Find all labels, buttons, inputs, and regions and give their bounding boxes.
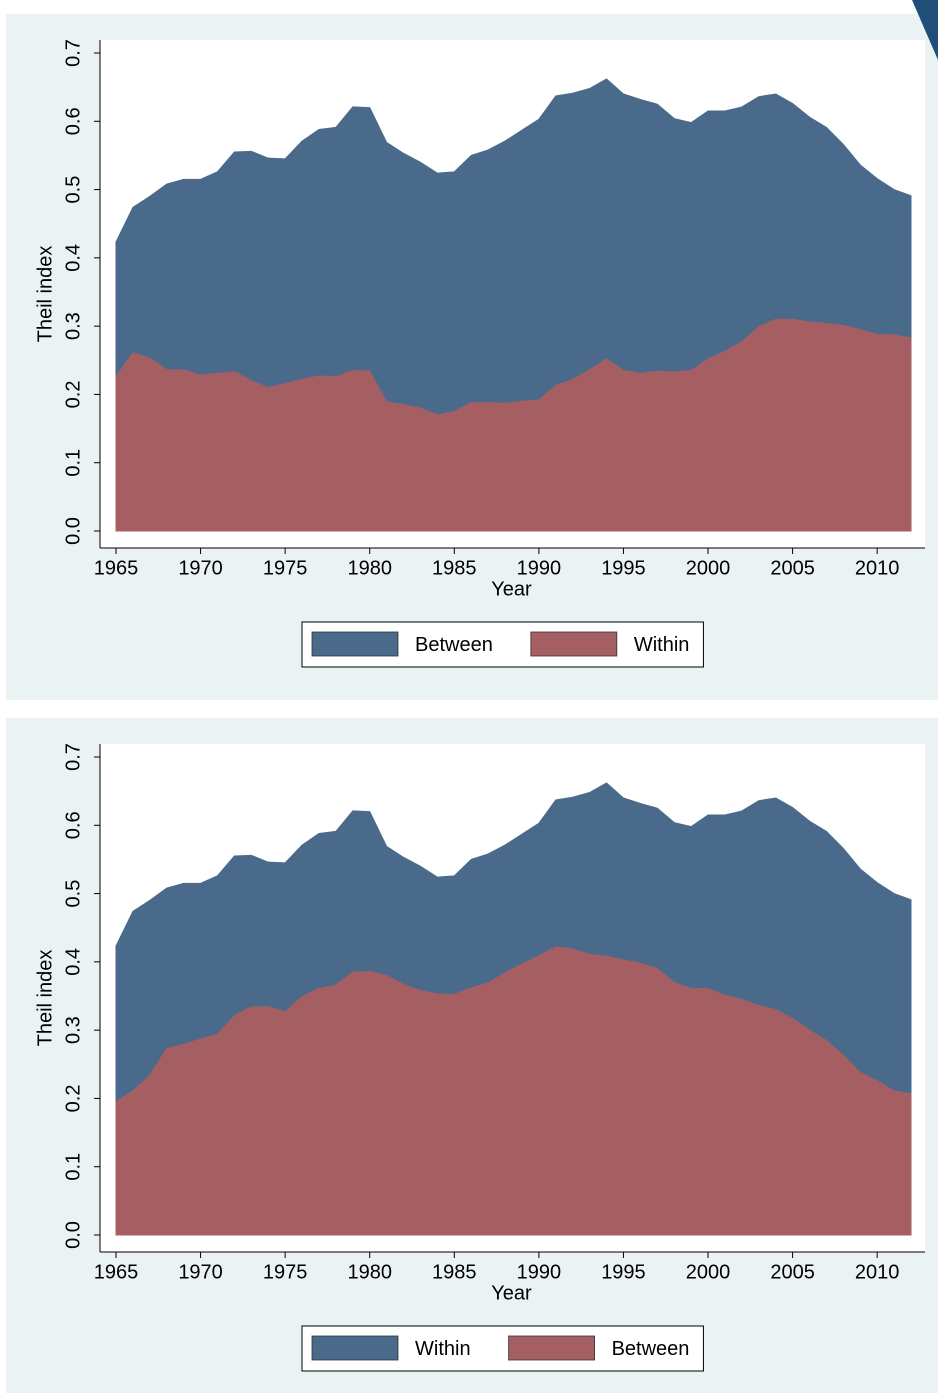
y-tick-label: 0.3 <box>62 312 84 340</box>
y-tick-label: 0.7 <box>62 743 84 771</box>
x-tick-label: 2000 <box>686 1261 731 1283</box>
y-tick-label: 0.4 <box>62 244 84 272</box>
y-tick-label: 0.0 <box>62 517 84 545</box>
x-tick-label: 2005 <box>770 557 815 579</box>
x-tick-label: 1990 <box>517 1261 562 1283</box>
y-axis-title: Theil index <box>34 246 56 343</box>
legend-label: Between <box>415 634 493 656</box>
y-tick-label: 0.4 <box>62 948 84 976</box>
y-tick-label: 0.0 <box>62 1221 84 1249</box>
x-tick-label: 2010 <box>855 557 900 579</box>
legend-label: Within <box>415 1338 471 1360</box>
y-tick-label: 0.3 <box>62 1016 84 1044</box>
legend-swatch <box>508 1335 595 1361</box>
y-axis-title: Theil index <box>34 950 56 1047</box>
x-tick-label: 1965 <box>94 557 139 579</box>
x-tick-label: 1965 <box>94 1261 139 1283</box>
legend-swatch <box>530 631 618 657</box>
x-tick-label: 1980 <box>347 557 392 579</box>
x-tick-label: 1975 <box>263 1261 308 1283</box>
x-tick-label: 1975 <box>263 557 308 579</box>
x-tick-label: 1970 <box>178 1261 223 1283</box>
legend-label: Within <box>634 634 690 656</box>
chart-panel: 0.0 0.1 0.2 0.3 0.4 0.5 0.6 0.7 1965 1970 1975 1980… <box>6 14 938 700</box>
corner-mark <box>912 0 938 60</box>
x-axis-title: Year <box>491 578 532 600</box>
x-tick-label: 1995 <box>601 557 646 579</box>
x-tick-label: 1980 <box>347 1261 392 1283</box>
y-tick-label: 0.7 <box>62 39 84 67</box>
x-tick-label: 1995 <box>601 1261 646 1283</box>
chart-panel: 0.0 0.1 0.2 0.3 0.4 0.5 0.6 0.7 1965 1970 1975 1980… <box>6 718 938 1393</box>
legend: Between Within <box>301 621 704 668</box>
x-tick-label: 1990 <box>517 557 562 579</box>
y-tick-label: 0.2 <box>62 381 84 409</box>
y-tick-label: 0.6 <box>62 811 84 839</box>
legend-swatch <box>311 631 399 657</box>
x-tick-label: 1970 <box>178 557 223 579</box>
legend: Within Between <box>301 1325 704 1372</box>
legend-swatch <box>311 1335 399 1361</box>
y-tick-label: 0.2 <box>62 1085 84 1113</box>
y-tick-label: 0.6 <box>62 107 84 135</box>
x-tick-label: 1985 <box>432 1261 477 1283</box>
x-tick-label: 2010 <box>855 1261 900 1283</box>
area <box>115 318 912 532</box>
legend-label: Between <box>612 1338 690 1360</box>
x-tick-label: 2005 <box>770 1261 815 1283</box>
x-tick-label: 2000 <box>686 557 731 579</box>
y-tick-label: 0.1 <box>62 1153 84 1181</box>
y-tick-label: 0.5 <box>62 176 84 204</box>
x-tick-label: 1985 <box>432 557 477 579</box>
x-axis-title: Year <box>491 1282 532 1304</box>
y-tick-label: 0.5 <box>62 880 84 908</box>
area <box>115 946 912 1236</box>
y-tick-label: 0.1 <box>62 449 84 477</box>
